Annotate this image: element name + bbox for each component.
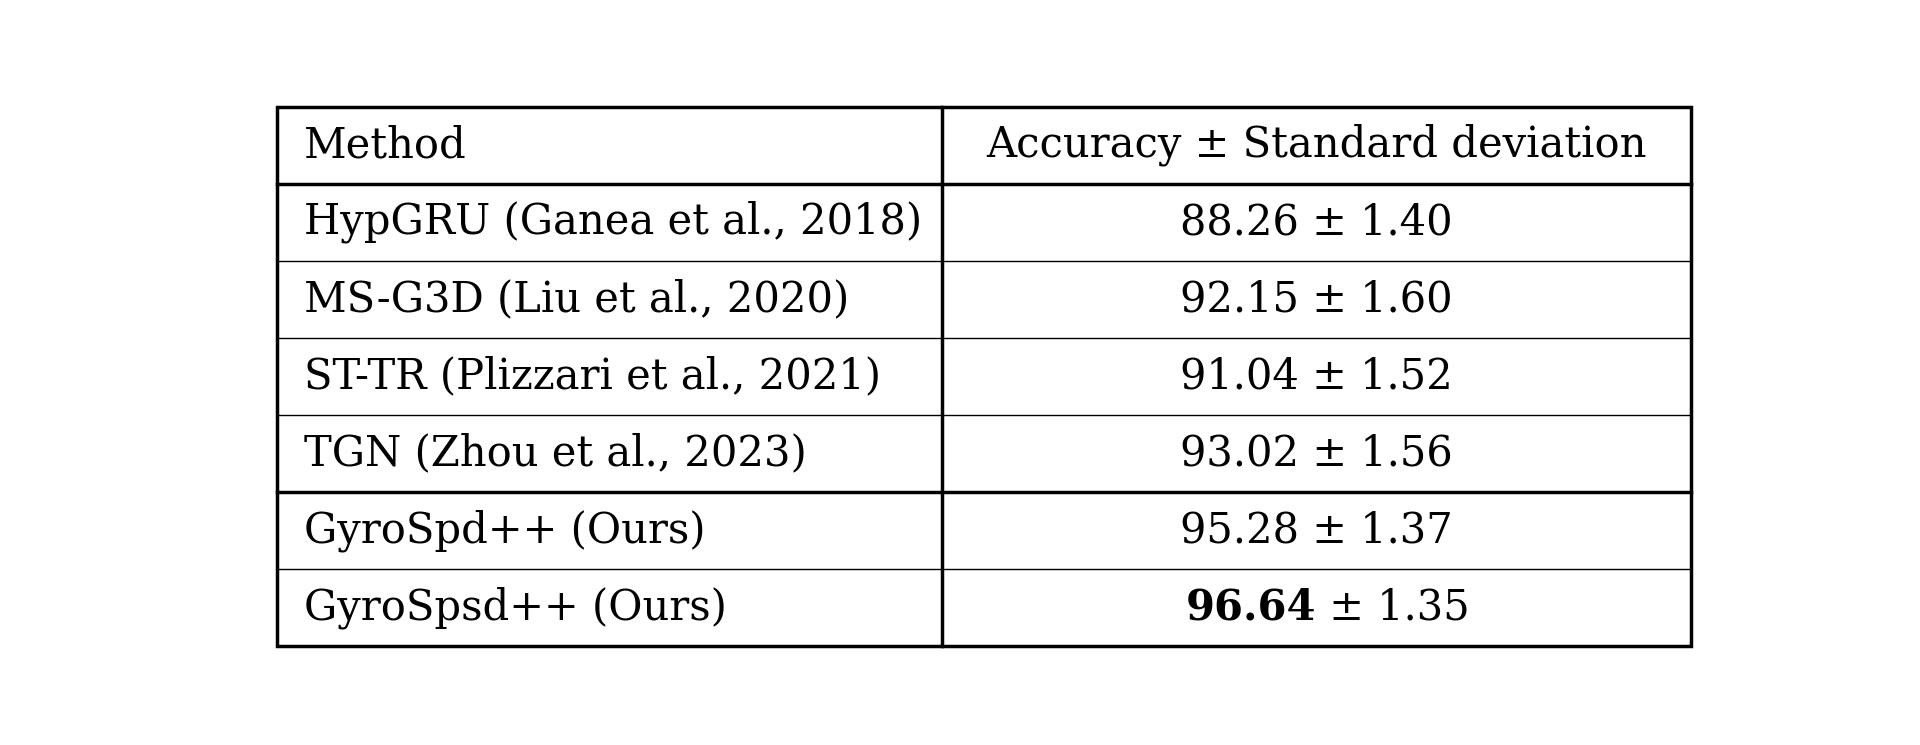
Text: TGN (Zhou et al., 2023): TGN (Zhou et al., 2023)	[303, 432, 806, 475]
Text: ST-TR (Plizzari et al., 2021): ST-TR (Plizzari et al., 2021)	[303, 355, 881, 397]
Text: Accuracy ± Standard deviation: Accuracy ± Standard deviation	[987, 124, 1647, 166]
Text: 95.28 ± 1.37: 95.28 ± 1.37	[1179, 510, 1453, 551]
Text: ± 1.35: ± 1.35	[1317, 586, 1471, 628]
Text: 92.15 ± 1.60: 92.15 ± 1.60	[1181, 278, 1453, 320]
Text: 96.64: 96.64	[1187, 586, 1317, 628]
Text: MS-G3D (Liu et al., 2020): MS-G3D (Liu et al., 2020)	[303, 278, 849, 320]
Text: 91.04 ± 1.52: 91.04 ± 1.52	[1179, 355, 1453, 397]
Text: GyroSpd++ (Ours): GyroSpd++ (Ours)	[303, 509, 705, 551]
Text: Method: Method	[303, 124, 467, 166]
Text: 93.02 ± 1.56: 93.02 ± 1.56	[1179, 432, 1453, 475]
Text: 88.26 ± 1.40: 88.26 ± 1.40	[1181, 201, 1453, 243]
Text: HypGRU (Ganea et al., 2018): HypGRU (Ganea et al., 2018)	[303, 201, 922, 244]
Text: GyroSpsd++ (Ours): GyroSpsd++ (Ours)	[303, 586, 728, 629]
